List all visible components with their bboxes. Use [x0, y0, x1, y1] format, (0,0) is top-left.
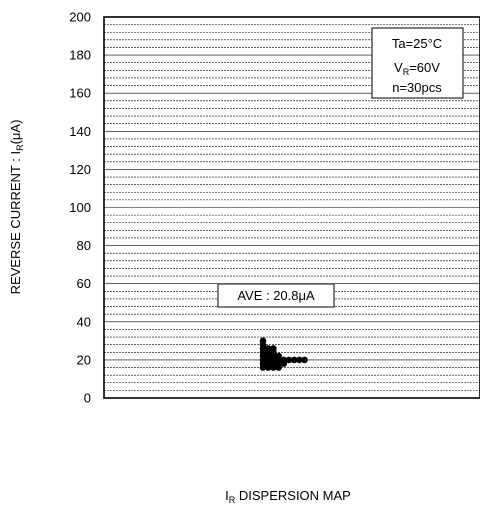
data-point — [296, 356, 303, 364]
data-point — [275, 352, 282, 360]
condition-voltage: VR=60V — [394, 60, 440, 77]
average-label: AVE : 20.8μA — [237, 288, 315, 303]
y-tick-label: 180 — [69, 48, 91, 63]
data-point — [259, 337, 267, 345]
chart-title: IR DISPERSION MAP — [225, 488, 351, 505]
y-tick-label: 20 — [77, 352, 91, 367]
y-axis-label: REVERSE CURRENT : IR(μA) — [8, 120, 25, 295]
y-tick-label: 60 — [77, 276, 91, 291]
data-point — [270, 345, 277, 352]
y-tick-label: 100 — [69, 200, 91, 215]
data-point — [301, 356, 308, 364]
average-box: AVE : 20.8μA — [217, 283, 335, 308]
y-tick-label: 80 — [77, 238, 91, 253]
data-point — [290, 356, 298, 364]
condition-temperature: Ta=25°C — [392, 36, 442, 51]
y-tick-label: 40 — [77, 314, 91, 329]
y-tick-label: 200 — [69, 10, 91, 25]
y-tick-label: 140 — [69, 124, 91, 139]
data-point — [264, 345, 272, 352]
condition-sample-count: n=30pcs — [392, 80, 442, 95]
y-tick-labels: 0 20 40 60 80 100 120 140 160 180 200 — [69, 10, 91, 406]
conditions-box: Ta=25°C VR=60V n=30pcs — [371, 27, 464, 99]
y-tick-label: 0 — [84, 391, 91, 406]
plot-frame — [103, 16, 480, 399]
data-point — [280, 356, 288, 364]
data-points — [259, 337, 308, 371]
data-point — [285, 356, 293, 364]
y-tick-label: 160 — [69, 86, 91, 101]
y-tick-label: 120 — [69, 162, 91, 177]
